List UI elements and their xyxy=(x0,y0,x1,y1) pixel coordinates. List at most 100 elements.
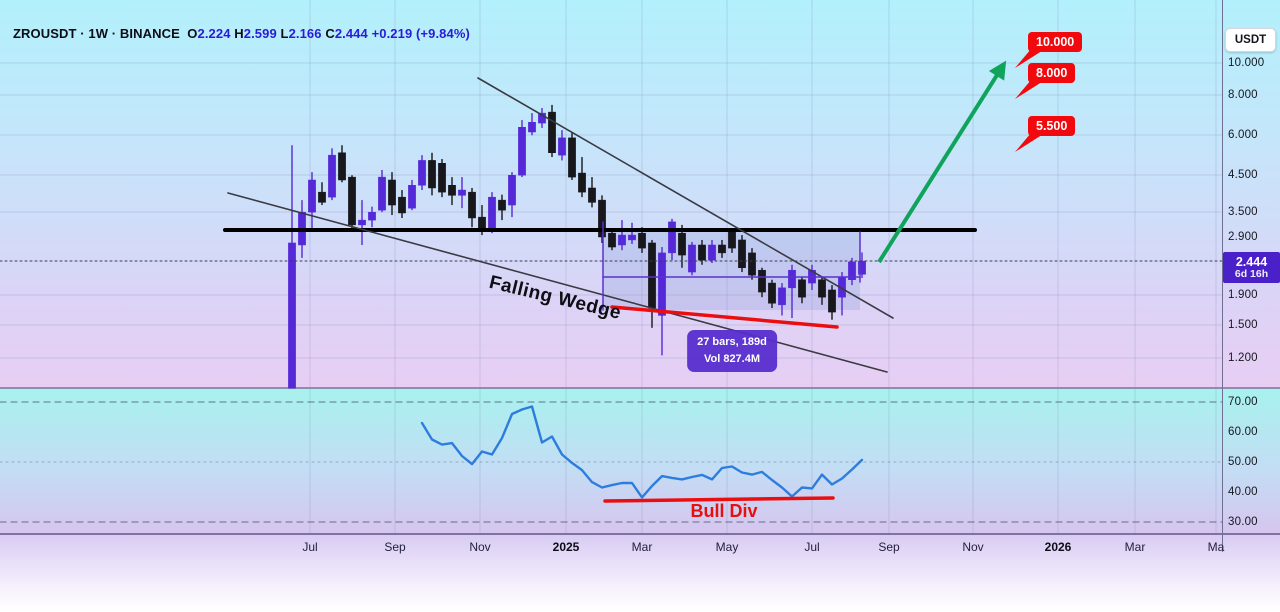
candle-body xyxy=(768,282,776,304)
price-tick-label[interactable]: 2.900 xyxy=(1228,231,1258,243)
candle-body xyxy=(308,179,316,213)
time-tick-label[interactable]: Mar xyxy=(1124,540,1146,554)
current-price-badge: 2.444 6d 16h xyxy=(1223,252,1280,283)
time-tick-label[interactable]: Nov xyxy=(469,540,491,554)
ohlc-label: O xyxy=(179,26,198,41)
candle-body xyxy=(428,160,436,189)
candle-body xyxy=(618,234,626,246)
candle-body xyxy=(438,163,446,193)
candle-body xyxy=(318,191,326,203)
candle-body xyxy=(388,179,396,206)
candle-body xyxy=(798,279,806,298)
candle-body xyxy=(538,112,546,124)
projection-arrow[interactable] xyxy=(877,60,1007,264)
symbol-ohlc-header: ZROUSDT · 1W · BINANCE O2.224 H2.599 L2.… xyxy=(13,26,470,41)
time-tick-label[interactable]: 2025 xyxy=(552,540,580,554)
candle-body xyxy=(358,219,366,226)
candle-body xyxy=(348,176,356,226)
price-target-callout[interactable]: 5.500 xyxy=(1028,116,1076,136)
price-target-callout[interactable]: 10.000 xyxy=(1028,32,1083,52)
price-tick-label[interactable]: 1.200 xyxy=(1228,352,1258,364)
ohlc-value: 2.224 xyxy=(197,26,231,41)
candle-body xyxy=(478,216,486,231)
candle-body xyxy=(528,121,536,133)
time-tick-label[interactable]: Mar xyxy=(631,540,653,554)
candle-body xyxy=(648,242,656,309)
wedge-support-red-line[interactable] xyxy=(610,305,839,329)
time-tick-label[interactable]: Jul xyxy=(804,540,820,554)
rsi-tick-label[interactable]: 40.00 xyxy=(1228,486,1258,498)
candle-body xyxy=(558,137,566,156)
candle-body xyxy=(408,185,416,209)
rsi-bulldiv-red-line[interactable] xyxy=(603,496,835,503)
bull-div-label[interactable]: Bull Div xyxy=(690,501,758,521)
price-target-callout[interactable]: 8.000 xyxy=(1028,63,1076,83)
pane-separator-bottom[interactable] xyxy=(0,533,1280,535)
price-target-tail xyxy=(1015,133,1045,152)
wedge-upper-line[interactable] xyxy=(477,77,894,319)
price-tick-label[interactable]: 4.500 xyxy=(1228,169,1258,181)
current-price-value: 2.444 xyxy=(1235,254,1268,269)
candle-body xyxy=(698,244,706,261)
candle-body xyxy=(338,152,346,181)
time-tick-label[interactable]: Sep xyxy=(384,540,406,554)
time-tick-label[interactable]: Nov xyxy=(962,540,984,554)
price-tick-label[interactable]: 1.900 xyxy=(1228,289,1258,301)
candle-body xyxy=(668,221,676,254)
rsi-tick-label[interactable]: 50.00 xyxy=(1228,456,1258,468)
price-tick-label[interactable]: 6.000 xyxy=(1228,129,1258,141)
time-tick-label[interactable]: Ma xyxy=(1207,540,1225,554)
candle-body xyxy=(608,232,616,248)
candle-body xyxy=(328,154,336,198)
candle-body xyxy=(568,137,576,178)
rsi-tick-label[interactable]: 70.00 xyxy=(1228,396,1258,408)
symbol-title: ZROUSDT · 1W · BINANCE xyxy=(13,26,180,41)
candle-body xyxy=(718,244,726,254)
rsi-pane-background xyxy=(0,389,1280,533)
candle-body xyxy=(458,189,466,196)
price-target-tail xyxy=(1015,80,1045,99)
ohlc-label: C xyxy=(321,26,335,41)
price-tick-label[interactable]: 1.500 xyxy=(1228,319,1258,331)
candle-body xyxy=(758,269,766,293)
rsi-tick-label[interactable]: 60.00 xyxy=(1228,426,1258,438)
ohlc-label: L xyxy=(276,26,289,41)
price-tick-label[interactable]: 10.000 xyxy=(1228,57,1265,69)
time-tick-label[interactable]: May xyxy=(715,540,739,554)
candle-body xyxy=(818,279,826,298)
candle-body xyxy=(508,174,516,206)
candle-body xyxy=(638,232,646,249)
candle-body xyxy=(398,196,406,214)
candle-body xyxy=(548,111,556,154)
candle-body xyxy=(848,261,856,280)
measure-volume-text: Vol 827.4M xyxy=(703,353,761,366)
candle-body xyxy=(488,196,496,231)
wedge-lower-line[interactable] xyxy=(227,192,888,373)
currency-toggle-button[interactable]: USDT xyxy=(1225,28,1276,52)
price-tick-label[interactable]: 8.000 xyxy=(1228,89,1258,101)
candle-body xyxy=(288,242,296,389)
candle-body xyxy=(448,185,456,196)
candle-body xyxy=(518,127,526,176)
candle-body xyxy=(598,199,606,238)
time-tick-label[interactable]: Jul xyxy=(302,540,318,554)
candle-body xyxy=(738,239,746,269)
time-tick-label[interactable]: Sep xyxy=(878,540,900,554)
time-axis-strip[interactable] xyxy=(0,535,1280,612)
ohlc-value: 2.166 xyxy=(288,26,322,41)
rsi-line[interactable] xyxy=(420,405,864,499)
pane-separator[interactable] xyxy=(0,387,1280,389)
price-tick-label[interactable]: 3.500 xyxy=(1228,206,1258,218)
time-tick-label[interactable]: 2026 xyxy=(1044,540,1072,554)
candle-body xyxy=(688,244,696,273)
ohlc-value: 2.599 xyxy=(243,26,277,41)
candle-body xyxy=(828,289,836,313)
candle-body xyxy=(728,229,736,249)
candle-body xyxy=(588,187,596,203)
ohlc-value: 2.444 xyxy=(334,26,368,41)
price-target-tail xyxy=(1015,49,1045,68)
measure-tool-badge[interactable]: 27 bars, 189d Vol 827.4M xyxy=(687,330,777,373)
price-axis-border xyxy=(1222,0,1223,552)
rsi-tick-label[interactable]: 30.00 xyxy=(1228,516,1258,528)
